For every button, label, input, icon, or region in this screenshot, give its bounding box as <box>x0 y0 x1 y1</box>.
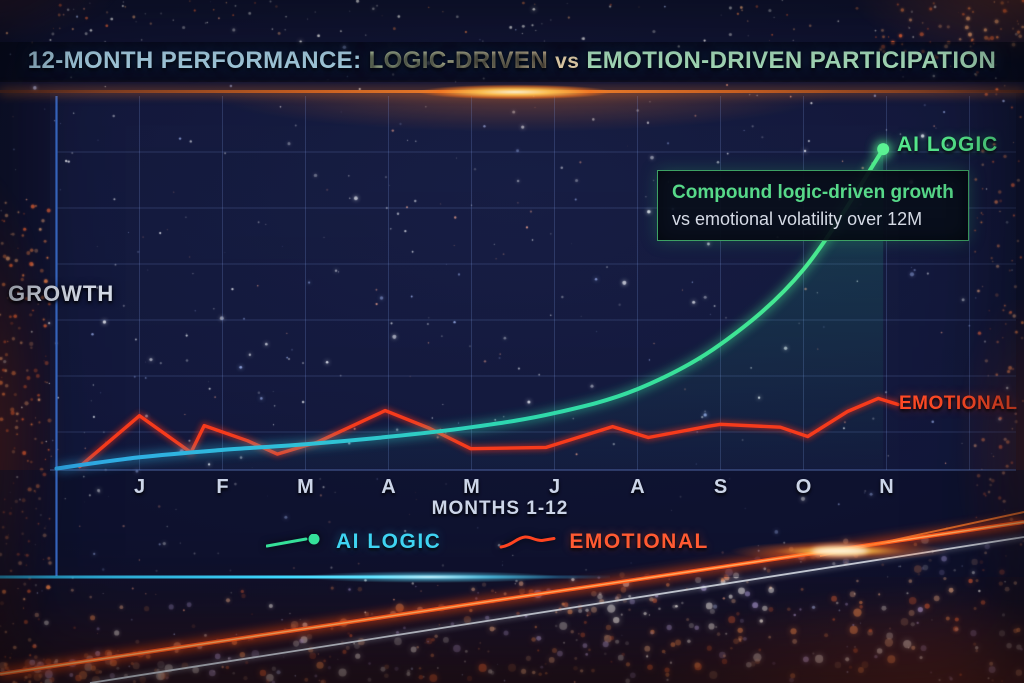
legend-label-emotional: EMOTIONAL <box>569 530 709 553</box>
x-tick-label: A <box>630 476 645 498</box>
emotional-end-label: EMOTIONAL <box>899 393 1018 414</box>
x-tick-label: N <box>879 476 894 498</box>
legend-label-ai-logic: AI LOGIC <box>336 530 442 553</box>
y-axis-label: GROWTH <box>8 281 115 306</box>
title-performance: 12-MONTH PERFORMANCE: <box>27 47 362 74</box>
x-tick-label: M <box>463 476 480 498</box>
callout-line-1: Compound logic-driven growth <box>672 182 954 203</box>
x-axis-label: MONTHS 1-12 <box>431 498 569 519</box>
x-tick-label: S <box>713 476 728 498</box>
x-tick-label: J <box>133 476 146 498</box>
callout-line-2: vs emotional volatility over 12M <box>672 208 923 229</box>
x-tick-label: F <box>216 476 229 498</box>
x-tick-label: M <box>297 476 314 498</box>
x-tick-label: A <box>381 476 396 498</box>
x-tick-label: O <box>795 476 812 498</box>
legend-line-dot-icon <box>266 534 320 548</box>
title-band <box>0 42 1024 82</box>
ai-logic-end-label: AI LOGIC <box>897 133 999 156</box>
legend-wave-line-icon <box>499 535 556 549</box>
legend-item-ai-logic: AI LOGIC <box>266 530 441 554</box>
legend-item-emotional: EMOTIONAL <box>499 530 709 554</box>
title-emotion-driven: EMOTION-DRIVEN PARTICIPATION <box>586 47 997 74</box>
legend: AI LOGIC EMOTIONAL <box>266 530 709 554</box>
top-flare-core <box>385 82 645 102</box>
annotation-callout: Compound logic-driven growth vs emotiona… <box>657 170 969 241</box>
title-vs: vs <box>555 50 580 73</box>
x-tick-label: J <box>548 476 561 498</box>
title-logic-driven: LOGIC-DRIVEN <box>368 47 549 74</box>
page-title: 12-MONTH PERFORMANCE: LOGIC-DRIVEN vs EM… <box>0 47 1024 75</box>
